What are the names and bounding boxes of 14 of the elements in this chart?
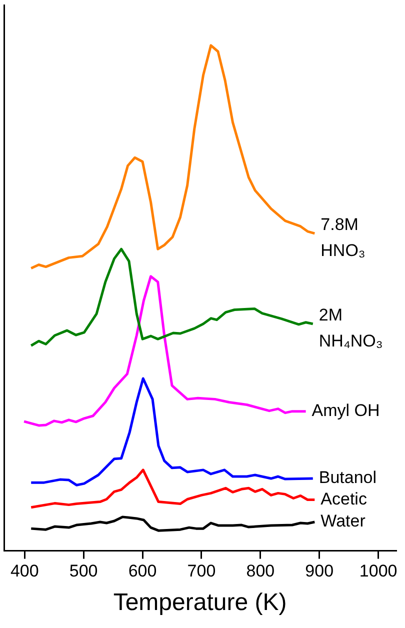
series-label: Water bbox=[320, 512, 366, 531]
x-tick-label: 700 bbox=[187, 562, 216, 581]
x-tick-label: 900 bbox=[305, 562, 334, 581]
series-label: Acetic bbox=[320, 489, 368, 508]
series-label: 7.8M HNO₃ bbox=[320, 215, 366, 260]
x-tick-label: 400 bbox=[10, 562, 39, 581]
x-axis-title: Temperature (K) bbox=[113, 589, 287, 616]
series-label: 2M NH₄NO₃ bbox=[318, 306, 383, 351]
series-label: Amyl OH bbox=[312, 401, 380, 420]
series-label: Butanol bbox=[318, 468, 377, 488]
x-tick-label: 800 bbox=[246, 562, 275, 581]
x-tick-label: 600 bbox=[128, 562, 157, 581]
x-tick-label: 500 bbox=[69, 562, 98, 581]
x-tick-label: 1000 bbox=[359, 562, 398, 581]
